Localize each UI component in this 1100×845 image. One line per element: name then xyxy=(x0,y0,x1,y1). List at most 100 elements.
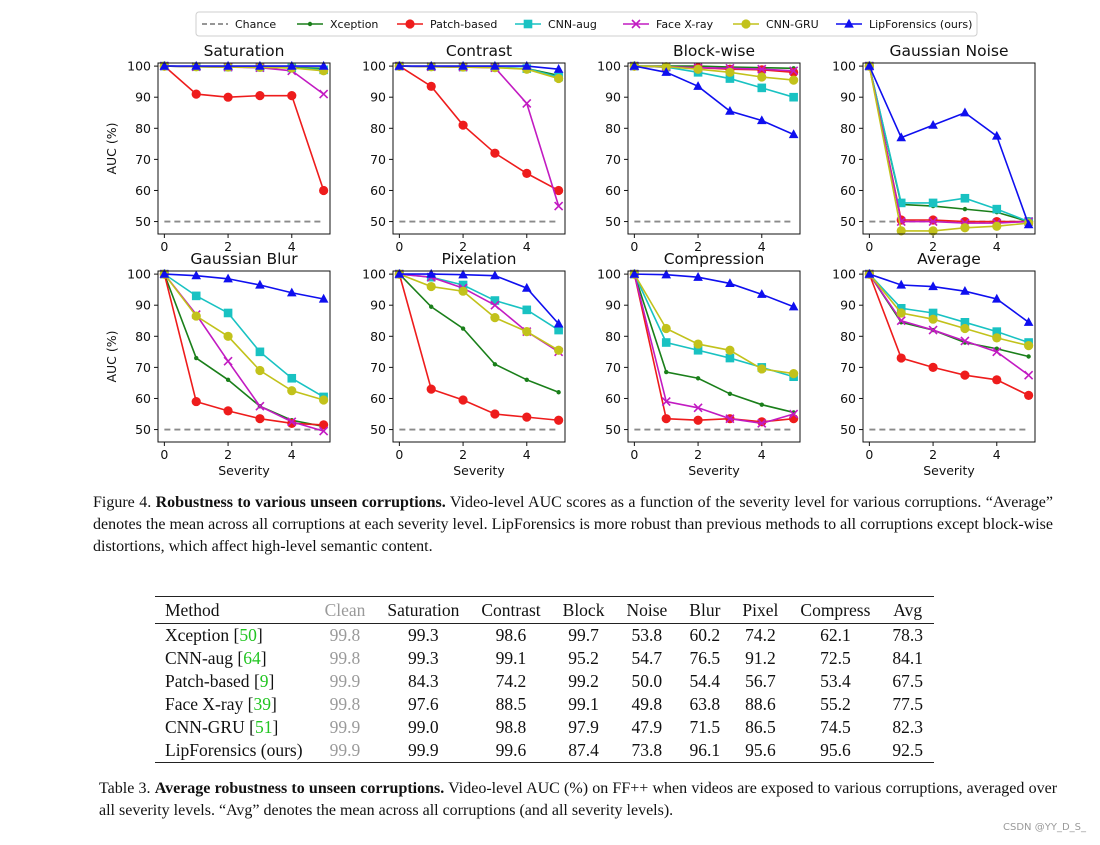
series-line xyxy=(163,273,324,426)
panel-title: Average xyxy=(917,250,981,268)
citation-link[interactable]: 64 xyxy=(243,648,261,668)
data-point xyxy=(960,223,970,233)
panel-frame xyxy=(627,270,801,443)
header-pixel: Pixel xyxy=(742,599,779,620)
table-cell: 99.8 xyxy=(329,694,361,714)
data-point xyxy=(255,414,265,424)
data-point xyxy=(191,396,201,407)
x-tick-label: 2 xyxy=(694,239,702,254)
legend-marker xyxy=(741,19,751,29)
data-point xyxy=(522,327,532,337)
series-line xyxy=(164,65,325,95)
data-point xyxy=(789,75,799,85)
x-tick-label: 0 xyxy=(160,447,168,462)
panel-title: Gaussian Noise xyxy=(889,42,1008,60)
data-point xyxy=(490,296,500,305)
y-tick-label: 50 xyxy=(840,422,856,437)
citation-link[interactable]: 9 xyxy=(259,671,269,691)
data-point xyxy=(1024,370,1034,380)
chart-panel: Saturation 50 60 70 80 90 100 0 2 4 AUC (%) xyxy=(104,42,331,254)
table-cell: 99.6 xyxy=(495,740,527,760)
data-point xyxy=(661,67,672,76)
table-row: CNN-aug [64] 99.8 99.3 99.1 95.2 54.7 76.5 91.2… xyxy=(155,647,934,670)
data-point xyxy=(757,417,767,427)
y-tick-label: 100 xyxy=(362,267,386,282)
data-point xyxy=(759,402,764,407)
y-tick-label: 70 xyxy=(370,152,386,167)
series-line xyxy=(868,65,1029,224)
citation-link[interactable]: 50 xyxy=(239,625,257,645)
header-method: Method xyxy=(165,599,220,620)
data-point xyxy=(693,339,703,349)
data-point xyxy=(554,185,564,196)
table-cell: 86.5 xyxy=(745,717,776,737)
data-point xyxy=(757,64,767,74)
method-name: Patch-based [9] xyxy=(165,671,275,691)
y-tick-label: 70 xyxy=(840,152,856,167)
panel-title: Pixelation xyxy=(441,250,516,268)
data-point xyxy=(1024,341,1034,351)
data-point xyxy=(223,406,233,416)
data-point xyxy=(992,204,1002,214)
data-point xyxy=(896,316,906,326)
table-cell: 73.8 xyxy=(631,740,663,760)
table-cell: 82.3 xyxy=(892,717,924,737)
data-point xyxy=(553,64,564,73)
table-cell: 71.5 xyxy=(689,717,721,737)
data-point xyxy=(693,272,703,281)
data-point xyxy=(928,215,938,225)
series-line xyxy=(868,273,1030,376)
table-row: Face X-ray [39] 99.8 97.6 88.5 99.1 49.8 63.8 8… xyxy=(155,693,934,716)
series-line xyxy=(868,65,1030,225)
data-point xyxy=(319,89,329,99)
data-point xyxy=(896,226,906,236)
data-point xyxy=(991,130,1002,140)
x-tick-label: 4 xyxy=(758,239,766,254)
series-line xyxy=(868,65,1029,223)
data-point xyxy=(1023,317,1034,326)
data-point xyxy=(725,414,735,424)
figure-caption-text: Video-level AUC scores as a function of … xyxy=(93,494,1054,555)
citation-link[interactable]: 51 xyxy=(254,717,273,737)
series-line xyxy=(399,273,560,325)
data-point xyxy=(223,356,233,366)
data-point xyxy=(661,338,671,347)
data-point xyxy=(1023,219,1034,229)
table-cell: 98.8 xyxy=(495,717,527,737)
table-cell: 98.6 xyxy=(495,625,527,645)
panel-frame xyxy=(862,62,1036,235)
x-tick-label: 4 xyxy=(288,447,296,462)
series-line xyxy=(869,273,1030,323)
data-point xyxy=(191,60,202,70)
data-point xyxy=(194,355,199,361)
data-point xyxy=(522,412,532,422)
data-point xyxy=(554,325,563,335)
table-cell: 99.9 xyxy=(329,717,361,737)
table-cell: 96.1 xyxy=(689,740,721,760)
series-line xyxy=(399,65,560,207)
series-line xyxy=(868,65,1029,232)
table-cell: 91.2 xyxy=(745,648,776,668)
y-tick-label: 60 xyxy=(605,391,621,406)
y-tick-label: 90 xyxy=(840,90,856,105)
data-point xyxy=(896,279,907,289)
table-cell: 78.3 xyxy=(892,625,924,645)
method-name: Xception [50] xyxy=(165,625,263,645)
data-point xyxy=(159,268,170,278)
panel-frame xyxy=(392,62,566,235)
table-cell: 99.9 xyxy=(329,671,361,691)
citation-link[interactable]: 39 xyxy=(253,694,271,714)
data-point xyxy=(223,60,233,70)
data-point xyxy=(757,72,767,82)
series-line xyxy=(868,65,1029,223)
data-point xyxy=(789,66,799,76)
x-tick-label: 2 xyxy=(224,239,232,254)
series-line xyxy=(398,65,560,192)
series-line xyxy=(398,273,559,393)
data-point xyxy=(521,282,532,292)
data-point xyxy=(661,62,671,72)
y-tick-label: 60 xyxy=(370,391,386,406)
x-tick-label: 2 xyxy=(694,447,702,462)
x-tick-label: 2 xyxy=(929,447,937,462)
data-point xyxy=(695,376,701,381)
